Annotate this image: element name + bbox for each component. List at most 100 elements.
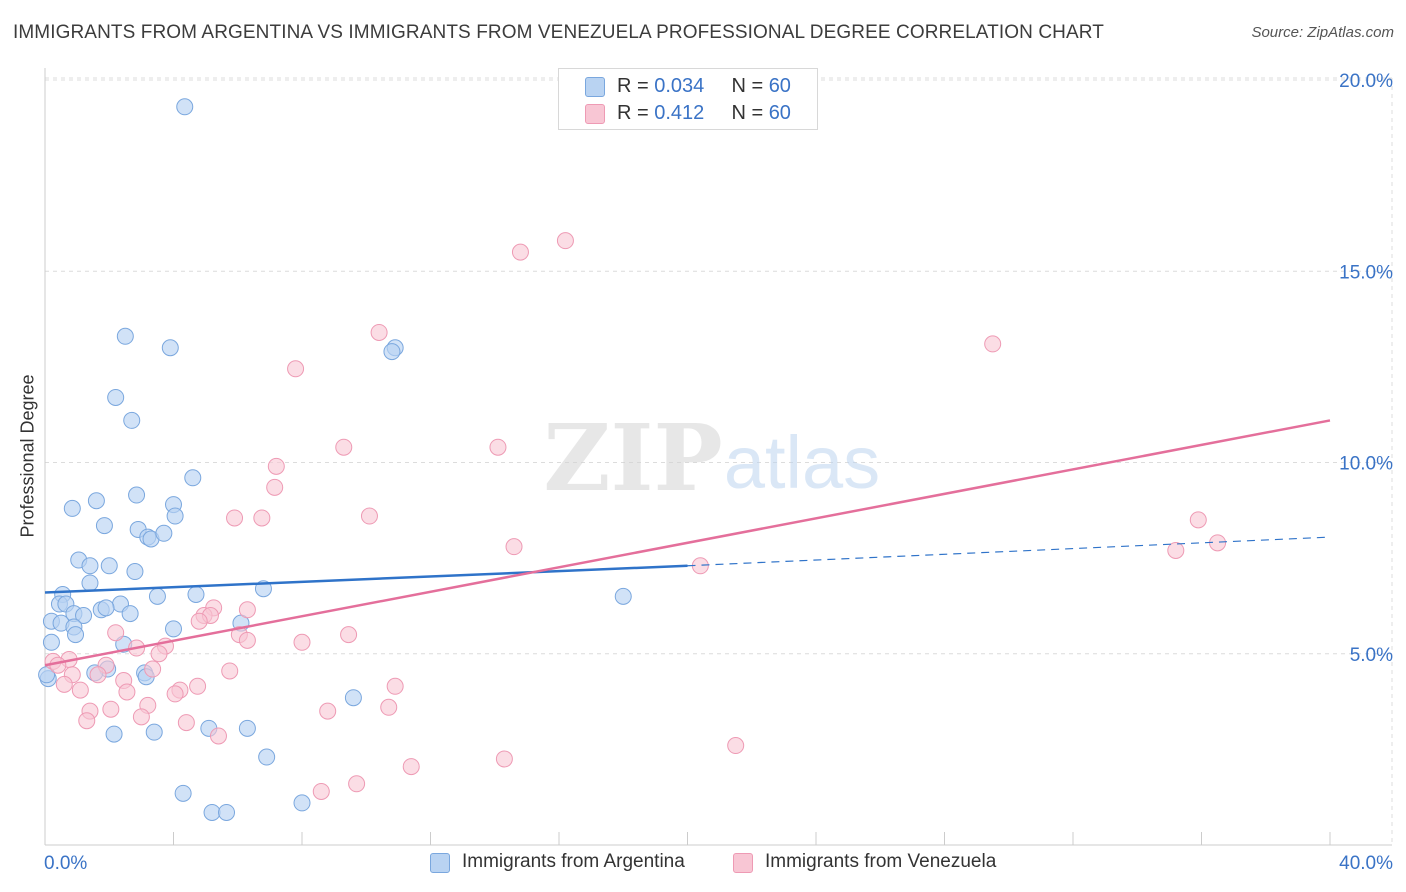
venezuela-point bbox=[266, 478, 284, 496]
venezuela-point bbox=[511, 243, 529, 261]
venezuela-point bbox=[319, 702, 337, 720]
venezuela-point bbox=[402, 758, 420, 776]
venezuela-point bbox=[489, 438, 507, 456]
argentina-point bbox=[81, 557, 99, 575]
argentina-point bbox=[97, 599, 115, 617]
argentina-swatch bbox=[430, 853, 450, 873]
argentina-point bbox=[166, 507, 184, 525]
venezuela-point bbox=[253, 509, 271, 527]
argentina-point bbox=[238, 719, 256, 737]
argentina-point bbox=[95, 517, 113, 535]
argentina-point bbox=[126, 563, 144, 581]
argentina-points bbox=[38, 98, 632, 821]
argentina-point bbox=[218, 803, 236, 821]
x-tick-label-max: 40.0% bbox=[1339, 853, 1393, 874]
legend-label-venezuela: Immigrants from Venezuela bbox=[765, 851, 997, 872]
venezuela-swatch bbox=[733, 853, 753, 873]
argentina-point bbox=[344, 689, 362, 707]
argentina-point bbox=[176, 98, 194, 116]
y-tick-label: 5.0% bbox=[1350, 645, 1393, 666]
venezuela-point bbox=[118, 683, 136, 701]
venezuela-point bbox=[226, 509, 244, 527]
venezuela-point bbox=[209, 727, 227, 745]
y-tick-label: 15.0% bbox=[1339, 262, 1393, 283]
r-value-venezuela: 0.412 bbox=[654, 102, 705, 124]
argentina-point bbox=[161, 339, 179, 357]
venezuela-point bbox=[55, 675, 73, 693]
argentina-point bbox=[116, 327, 134, 345]
argentina-point bbox=[81, 574, 99, 592]
venezuela-point bbox=[727, 737, 745, 755]
venezuela-point bbox=[312, 782, 330, 800]
venezuela-swatch bbox=[585, 104, 605, 124]
venezuela-point bbox=[166, 685, 184, 703]
argentina-swatch bbox=[585, 77, 605, 97]
venezuela-point bbox=[49, 656, 67, 674]
argentina-point bbox=[148, 587, 166, 605]
argentina-point bbox=[87, 492, 105, 510]
argentina-point bbox=[105, 725, 123, 743]
argentina-point bbox=[75, 607, 93, 624]
venezuela-point bbox=[221, 662, 239, 680]
venezuela-point bbox=[238, 631, 256, 649]
venezuela-point bbox=[144, 660, 162, 678]
argentina-trend-extension bbox=[687, 536, 1331, 567]
n-label: N = bbox=[731, 75, 769, 97]
argentina-point bbox=[100, 557, 118, 575]
venezuela-trend-line bbox=[44, 419, 1331, 667]
watermark-zip: ZIP bbox=[543, 404, 722, 512]
venezuela-point bbox=[293, 633, 311, 651]
argentina-trend-line bbox=[44, 564, 688, 594]
venezuela-point bbox=[335, 438, 353, 456]
watermark-atlas: atlas bbox=[724, 421, 880, 504]
argentina-point bbox=[187, 585, 205, 603]
venezuela-point bbox=[78, 712, 96, 730]
venezuela-point bbox=[984, 335, 1002, 353]
tick-labels: 5.0% 10.0% 15.0% 20.0% 0.0% 40.0% bbox=[44, 71, 1393, 874]
y-tick-label: 10.0% bbox=[1339, 454, 1393, 475]
venezuela-point bbox=[1189, 511, 1207, 529]
y-tick-label: 20.0% bbox=[1339, 71, 1393, 92]
axes bbox=[44, 68, 1392, 846]
watermark: ZIP atlas bbox=[543, 404, 880, 512]
argentina-point bbox=[42, 633, 60, 651]
n-value-venezuela: 60 bbox=[768, 102, 791, 124]
venezuela-point bbox=[107, 624, 125, 642]
venezuela-point bbox=[238, 601, 256, 619]
trend-lines bbox=[44, 419, 1331, 667]
argentina-point bbox=[121, 605, 139, 623]
argentina-point bbox=[155, 524, 173, 542]
venezuela-point bbox=[267, 457, 285, 475]
argentina-point bbox=[145, 723, 163, 741]
venezuela-point bbox=[556, 232, 574, 250]
venezuela-point bbox=[132, 708, 150, 726]
r-label: R = bbox=[617, 75, 655, 97]
argentina-point bbox=[383, 343, 401, 361]
x-tick-label-min: 0.0% bbox=[44, 853, 87, 874]
argentina-point bbox=[123, 411, 141, 429]
venezuela-point bbox=[495, 750, 513, 768]
venezuela-point bbox=[360, 507, 378, 525]
venezuela-point bbox=[89, 666, 107, 684]
r-value-argentina: 0.034 bbox=[654, 75, 705, 97]
argentina-point bbox=[184, 469, 202, 487]
argentina-point bbox=[128, 486, 146, 504]
venezuela-point bbox=[505, 538, 523, 556]
source-credit: Source: ZipAtlas.com bbox=[1251, 24, 1394, 41]
venezuela-point bbox=[190, 612, 208, 630]
argentina-point bbox=[107, 388, 125, 406]
argentina-point bbox=[293, 794, 311, 812]
venezuela-point bbox=[102, 700, 120, 718]
n-value-argentina: 60 bbox=[768, 75, 791, 97]
venezuela-point bbox=[380, 698, 398, 716]
venezuela-point bbox=[287, 360, 305, 378]
venezuela-points bbox=[44, 232, 1227, 800]
venezuela-point bbox=[370, 323, 388, 341]
argentina-point bbox=[174, 784, 192, 802]
argentina-point bbox=[614, 587, 632, 605]
venezuela-point bbox=[1167, 541, 1185, 559]
venezuela-point bbox=[340, 626, 358, 644]
venezuela-point bbox=[189, 677, 207, 695]
chart-title: IMMIGRANTS FROM ARGENTINA VS IMMIGRANTS … bbox=[13, 22, 1104, 43]
